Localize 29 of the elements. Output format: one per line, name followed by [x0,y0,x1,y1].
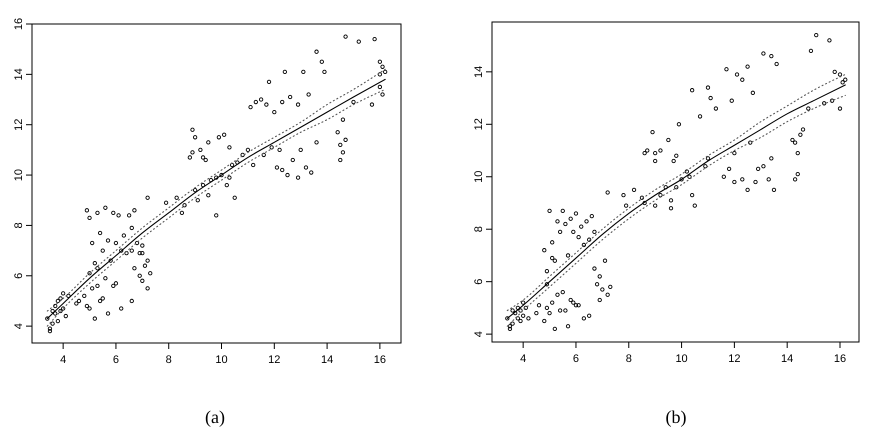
y-tick-label: 10 [13,168,25,182]
y-tick-label: 10 [473,170,485,183]
y-tick-label: 4 [13,323,25,330]
x-tick-label: 14 [320,354,334,366]
x-tick-label: 12 [728,353,741,365]
y-tick-label: 14 [473,66,485,78]
y-tick-label: 12 [473,118,485,130]
x-tick-label: 10 [675,353,688,365]
y-tick-label: 12 [13,118,25,131]
x-tick-label: 16 [834,353,846,365]
x-tick-label: 6 [572,353,580,365]
x-tick-label: 4 [520,353,526,365]
y-tick-label: 16 [13,18,25,30]
x-tick-label: 6 [112,354,119,366]
y-tick-label: 8 [473,226,485,232]
x-tick-label: 16 [374,354,386,366]
text: (b) [666,407,686,427]
x-tick-label: 10 [215,354,228,366]
y-tick-label: 8 [13,222,25,228]
text: (a) [205,407,225,427]
x-tick-label: 4 [60,354,66,366]
y-tick-label: 4 [473,331,485,338]
y-tick-label: 6 [473,278,485,285]
x-tick-label: 12 [268,354,280,366]
x-tick-label: 14 [781,353,794,365]
y-tick-label: 6 [13,272,25,279]
x-tick-label: 8 [626,353,632,365]
y-tick-label: 14 [13,68,25,80]
x-tick-label: 8 [166,354,172,366]
